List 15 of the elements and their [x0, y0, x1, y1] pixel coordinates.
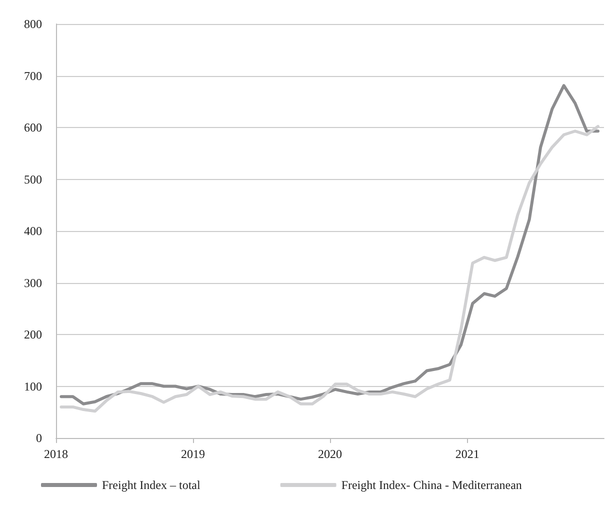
- x-tick-label: 2019: [181, 447, 205, 461]
- y-tick-label: 300: [24, 276, 42, 290]
- x-tick-label: 2020: [318, 447, 342, 461]
- x-tick-label: 2021: [455, 447, 480, 461]
- y-tick-label: 600: [24, 120, 42, 134]
- legend-label: Freight Index- China - Mediterranean: [341, 478, 522, 492]
- y-tick-label: 0: [36, 431, 42, 445]
- x-tick-label: 2018: [44, 447, 68, 461]
- y-tick-label: 800: [24, 17, 42, 31]
- y-tick-label: 700: [24, 68, 42, 83]
- y-tick-label: 500: [24, 172, 42, 186]
- y-tick-label: 100: [24, 379, 42, 394]
- legend-label: Freight Index – total: [102, 478, 201, 492]
- y-tick-label: 200: [24, 328, 42, 342]
- y-tick-label: 400: [24, 224, 42, 238]
